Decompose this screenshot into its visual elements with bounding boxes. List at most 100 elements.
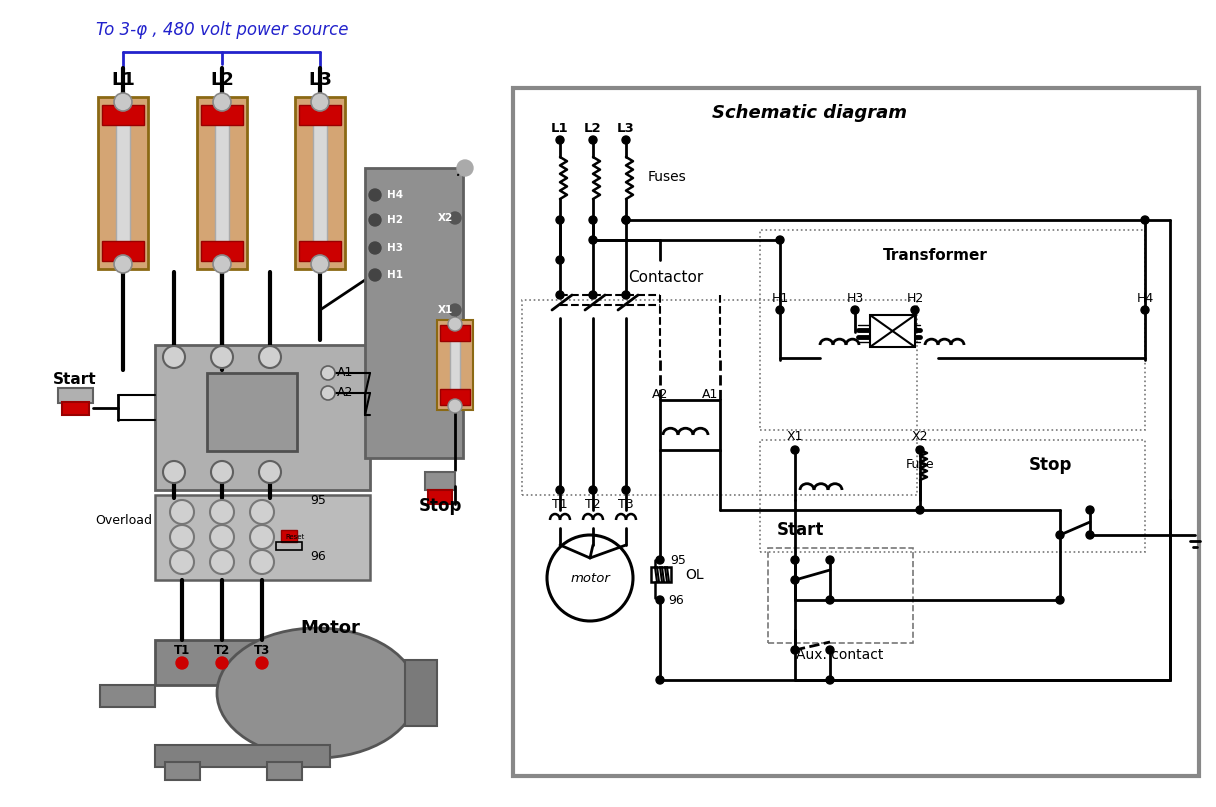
Text: Fuse: Fuse [906,458,934,471]
Circle shape [556,486,564,494]
Text: L3: L3 [618,123,635,136]
Text: Reset: Reset [286,534,305,540]
Bar [268,762,302,780]
Bar [405,660,437,726]
Bar [660,400,720,450]
Bar [299,105,340,125]
Circle shape [213,93,231,111]
Text: 96: 96 [310,550,326,563]
Circle shape [916,446,924,454]
Bar [102,241,143,261]
Text: 95: 95 [310,494,326,507]
Bar [102,105,143,125]
Bar [299,241,340,261]
Circle shape [176,657,188,669]
Circle shape [216,657,229,669]
Circle shape [163,346,185,368]
Text: T3: T3 [618,497,634,511]
Circle shape [170,525,195,549]
Text: Contactor: Contactor [627,270,703,286]
Circle shape [916,506,924,514]
Text: Overload: Overload [95,513,152,526]
Text: A2: A2 [337,387,353,399]
Text: To 3-φ , 480 volt power source: To 3-φ , 480 volt power source [96,21,348,39]
Circle shape [826,596,834,604]
Circle shape [114,255,133,273]
Text: Stop: Stop [1029,456,1071,474]
Text: T3: T3 [254,645,270,658]
Text: H2: H2 [387,215,402,225]
Bar [154,495,370,580]
Text: A2: A2 [652,388,668,402]
Circle shape [368,189,381,201]
Bar [154,745,330,767]
Circle shape [776,306,784,314]
Bar [450,338,460,392]
Circle shape [589,136,597,144]
Circle shape [1055,596,1064,604]
Circle shape [790,646,799,654]
Circle shape [589,236,597,244]
Text: Start: Start [776,521,823,539]
Circle shape [623,486,630,494]
Bar [437,320,473,410]
Circle shape [210,525,233,549]
Circle shape [623,136,630,144]
Text: T2: T2 [214,645,230,658]
Circle shape [311,255,330,273]
Text: T2: T2 [585,497,601,511]
Circle shape [790,446,799,454]
Circle shape [911,306,919,314]
Text: L2: L2 [584,123,602,136]
Bar [154,640,330,685]
Circle shape [1141,216,1149,224]
Circle shape [556,216,564,224]
Bar [207,373,297,451]
Text: H1: H1 [771,291,789,304]
Text: H1: H1 [387,270,402,280]
Circle shape [776,236,784,244]
Bar [365,168,463,458]
Circle shape [447,399,462,413]
Text: Start: Start [54,373,97,387]
Circle shape [826,556,834,564]
Circle shape [790,556,799,564]
Circle shape [449,304,461,316]
Ellipse shape [216,628,417,758]
Bar [440,325,471,341]
Text: X1: X1 [438,305,452,315]
Bar [760,440,1145,552]
Text: Fuses: Fuses [648,170,687,184]
Bar [165,762,199,780]
Circle shape [655,676,664,684]
Bar [201,241,243,261]
Bar [116,119,130,247]
Circle shape [212,346,233,368]
Circle shape [212,461,233,483]
Text: Schematic diagram: Schematic diagram [713,104,907,122]
Text: X1: X1 [787,430,804,444]
Circle shape [170,550,195,574]
Bar [426,472,455,490]
Circle shape [368,242,381,254]
Text: motor: motor [570,571,610,584]
Circle shape [321,366,334,380]
Circle shape [1086,531,1094,539]
Circle shape [170,500,195,524]
Bar [154,345,370,490]
Circle shape [623,216,630,224]
Bar [197,97,247,269]
Text: H4: H4 [1137,291,1154,304]
Bar [651,567,671,582]
Circle shape [449,212,461,224]
Bar [313,119,327,247]
Bar [215,119,229,247]
Text: H3: H3 [846,291,863,304]
Circle shape [589,486,597,494]
Text: H4: H4 [387,190,402,200]
Circle shape [1086,506,1094,514]
Bar [281,530,297,542]
Bar [100,685,154,707]
Text: H3: H3 [387,243,402,253]
Text: Motor: Motor [300,619,360,637]
